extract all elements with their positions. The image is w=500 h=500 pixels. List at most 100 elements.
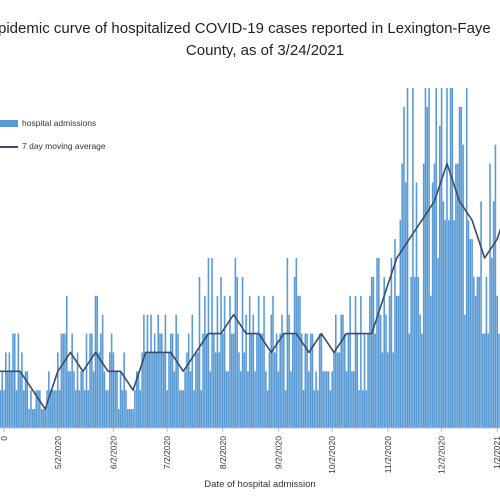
bar-daily-admission (202, 333, 204, 428)
x-tick-label-5-2-2020: 5/2/2020 (53, 436, 63, 469)
bar-daily-admission (352, 371, 355, 428)
x-tick-label-6-2-2020: 6/2/2020 (108, 436, 118, 469)
legend-line-label: 7 day moving average (22, 141, 106, 151)
bar-daily-admission (491, 258, 493, 428)
bar-daily-admission (320, 333, 323, 428)
bar-daily-admission (300, 333, 303, 428)
bar-daily-admission (247, 371, 249, 428)
bar-daily-admission (65, 295, 68, 428)
legend-bar-swatch (0, 120, 18, 128)
bar-daily-admission (40, 409, 43, 428)
bar-daily-admission (80, 371, 82, 428)
bar-daily-admission (177, 333, 179, 428)
bar-daily-admission (236, 276, 238, 428)
bar-daily-admission (223, 295, 226, 428)
bar-daily-admission (404, 182, 407, 428)
bar-daily-admission (62, 333, 64, 428)
bar-daily-admission (44, 409, 47, 428)
bar-daily-admission (410, 276, 412, 428)
bar-daily-admission (28, 409, 30, 428)
bar-daily-admission (248, 295, 251, 428)
bar-daily-admission (299, 295, 301, 428)
bar-daily-admission (453, 220, 455, 428)
bar-daily-admission (306, 333, 308, 428)
bar-daily-admission (476, 276, 479, 428)
bar-daily-admission (89, 333, 91, 428)
bar-daily-admission (58, 390, 61, 428)
bar-daily-admission (392, 352, 394, 428)
legend-line-swatch (0, 145, 18, 148)
bar-daily-admission (152, 352, 154, 428)
bar-daily-admission (225, 371, 228, 428)
bar-daily-admission (250, 333, 253, 428)
bar-daily-admission (474, 295, 477, 428)
bar-daily-admission (394, 239, 396, 428)
bar-daily-admission (395, 295, 398, 428)
bar-daily-admission (159, 333, 161, 428)
bar-daily-admission (73, 371, 75, 428)
bar-daily-admission (290, 371, 292, 428)
bar-daily-admission (317, 390, 319, 428)
bar-daily-admission (265, 371, 267, 428)
bar-daily-admission (351, 371, 353, 428)
bar-daily-admission (361, 390, 364, 428)
bar-daily-admission (148, 352, 151, 428)
bar-daily-admission (71, 333, 73, 428)
bar-daily-admission (343, 333, 346, 428)
bar-daily-admission (37, 390, 39, 428)
bar-daily-admission (8, 352, 11, 428)
bar-daily-admission (222, 333, 224, 428)
bar-daily-admission (64, 333, 66, 428)
bar-daily-admission (178, 390, 181, 428)
x-tick-label-12-2-2020: 12/2/2020 (437, 436, 447, 474)
bar-daily-admission (83, 390, 86, 428)
x-axis-label: Date of hospital admission (204, 479, 316, 490)
legend-bar-label: hospital admissions (22, 118, 97, 128)
bar-daily-admission (435, 88, 438, 428)
bar-daily-admission (387, 352, 389, 428)
bar-daily-admission (191, 314, 194, 428)
bar-daily-admission (13, 333, 16, 428)
bar-daily-admission (478, 276, 481, 428)
bar-daily-admission (175, 314, 177, 428)
x-tick-label-9-2-2020: 9/2/2020 (273, 436, 283, 469)
bar-daily-admission (315, 371, 317, 428)
bar-daily-admission (426, 106, 429, 428)
bar-daily-admission (345, 371, 348, 428)
bar-daily-admission (370, 276, 373, 428)
bar-daily-admission (135, 371, 138, 428)
bar-daily-admission (112, 352, 115, 428)
bar-daily-admission (372, 276, 375, 428)
bar-daily-admission (297, 295, 299, 428)
bar-daily-admission (67, 371, 70, 428)
bar-daily-admission (266, 390, 269, 428)
bar-daily-admission (419, 314, 421, 428)
bar-daily-admission (144, 352, 147, 428)
bar-daily-admission (482, 333, 484, 428)
bar-daily-admission (259, 333, 262, 428)
bar-daily-admission (367, 333, 369, 428)
bar-daily-admission (119, 371, 122, 428)
bar-daily-admission (304, 333, 307, 428)
bar-daily-admission (376, 258, 378, 428)
bar-daily-admission (455, 163, 457, 429)
bar-daily-admission (193, 390, 195, 428)
bar-daily-admission (279, 333, 281, 428)
bar-daily-admission (143, 314, 145, 428)
bar-daily-admission (134, 390, 136, 428)
bar-daily-admission (114, 371, 116, 428)
bar-daily-admission (195, 352, 197, 428)
bar-daily-admission (464, 314, 466, 428)
bar-daily-admission (150, 314, 152, 428)
legend-item-hospital-admissions: hospital admissions (0, 118, 96, 128)
bar-daily-admission (329, 390, 332, 428)
bar-daily-admission (241, 276, 244, 428)
bar-daily-admission (1, 371, 4, 428)
bar-daily-admission (277, 371, 280, 428)
bar-daily-admission (417, 276, 420, 428)
bar-daily-admission (424, 88, 427, 428)
bar-daily-admission (331, 371, 333, 428)
bar-daily-admission (205, 333, 208, 428)
bar-daily-admission (383, 276, 386, 428)
